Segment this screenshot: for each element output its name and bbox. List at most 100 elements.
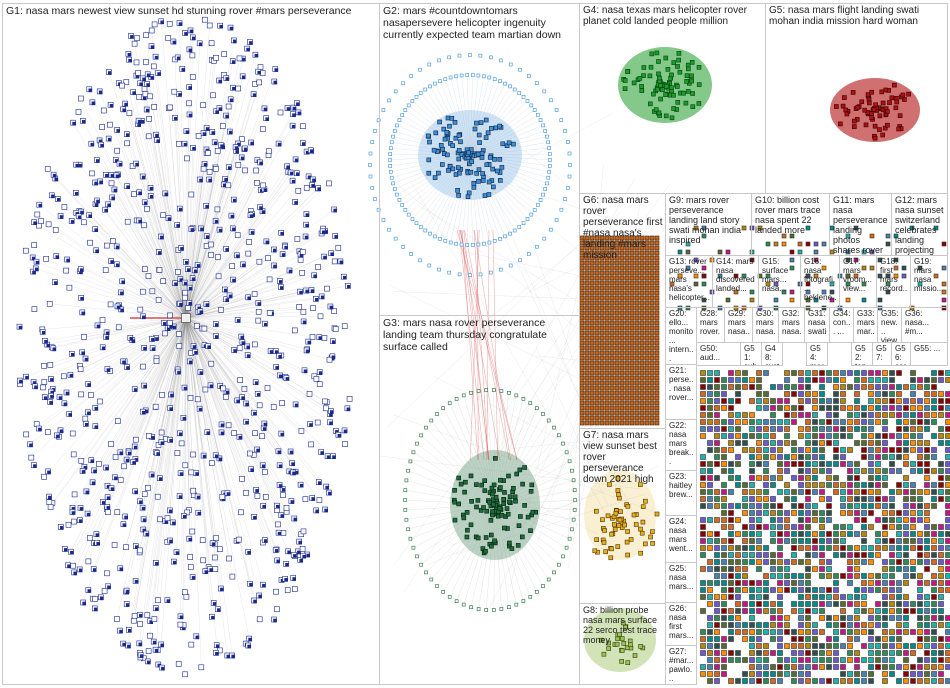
graph-node [854, 482, 860, 488]
graph-node [346, 284, 351, 289]
graph-node [263, 422, 268, 427]
graph-edge [117, 306, 187, 319]
graph-node [847, 636, 853, 642]
graph-node [840, 489, 846, 495]
graph-node [945, 552, 950, 558]
group-label-g24: G24: nasa mars went... [669, 517, 693, 553]
graph-edge [185, 317, 264, 585]
graph-node [139, 500, 143, 505]
graph-node [182, 671, 188, 678]
graph-node [326, 180, 332, 187]
graph-node [791, 552, 797, 558]
graph-node [75, 109, 82, 115]
graph-edge [91, 317, 187, 461]
graph-node [945, 622, 950, 628]
graph-node [812, 594, 818, 600]
graph-node [749, 629, 755, 635]
graph-node [301, 142, 306, 146]
graph-node [777, 510, 783, 516]
graph-node [206, 22, 213, 29]
graph-node [245, 250, 252, 257]
graph-edge [117, 129, 187, 319]
graph-node [854, 566, 860, 572]
graph-node [833, 398, 839, 404]
graph-edge [140, 309, 187, 319]
graph-node [875, 601, 881, 607]
graph-node [151, 347, 156, 352]
graph-edge [158, 317, 187, 445]
group-panel-g26: G26: nasa first mars... [665, 602, 697, 646]
graph-node [938, 538, 944, 544]
graph-edge [139, 192, 187, 319]
graph-node [22, 247, 29, 254]
group-label-g13: G13: rover perseve... mars nasa's helico… [669, 257, 710, 302]
graph-node [140, 288, 146, 295]
graph-node [861, 643, 867, 649]
graph-node [188, 537, 193, 542]
graph-node [714, 391, 720, 397]
graph-node [96, 324, 101, 329]
graph-edge [185, 163, 205, 319]
graph-edge [87, 317, 187, 514]
graph-node [721, 517, 727, 523]
graph-node [728, 587, 734, 593]
graph-node [903, 657, 909, 663]
graph-node [791, 657, 797, 663]
group-panel-g48: G48: syst... [761, 342, 783, 366]
graph-node [188, 564, 194, 570]
graph-node [896, 566, 902, 572]
graph-node [756, 370, 762, 376]
graph-node [707, 643, 713, 649]
graph-node [791, 461, 797, 467]
graph-node [847, 405, 853, 411]
graph-edge [185, 309, 222, 319]
graph-edge [185, 255, 238, 319]
graph-node [728, 580, 734, 586]
graph-edge [431, 504, 496, 580]
group-label-g50: G50: aud... [700, 344, 721, 362]
graph-node [728, 412, 734, 418]
graph-node [903, 447, 909, 453]
graph-node [791, 559, 797, 565]
graph-node [116, 263, 120, 268]
graph-node [202, 132, 207, 136]
graph-node [868, 608, 874, 614]
graph-edge [185, 317, 256, 383]
graph-edge [185, 261, 335, 319]
graph-node [805, 657, 811, 663]
graph-node [791, 643, 797, 649]
graph-node [777, 419, 783, 425]
graph-node [868, 433, 874, 439]
graph-node [770, 426, 776, 432]
graph-node [232, 278, 236, 283]
graph-node [798, 545, 804, 551]
graph-node [854, 503, 860, 509]
graph-node [791, 531, 797, 537]
graph-node [85, 558, 92, 565]
graph-node [294, 236, 301, 242]
graph-node [896, 538, 902, 544]
graph-edge [185, 106, 229, 319]
graph-node [826, 475, 832, 481]
graph-edge [421, 207, 608, 321]
graph-node [917, 587, 923, 593]
graph-node [241, 75, 246, 80]
graph-node [770, 440, 776, 446]
graph-node [707, 496, 713, 502]
graph-node [854, 426, 860, 432]
graph-node [721, 580, 727, 586]
graph-node [266, 310, 273, 316]
graph-node [945, 615, 950, 621]
graph-node [784, 482, 790, 488]
graph-node [924, 608, 930, 614]
graph-node [756, 489, 762, 495]
graph-node [770, 475, 776, 481]
graph-node [819, 489, 825, 495]
graph-edge [185, 165, 239, 319]
group-label-g48: G48: syst... [765, 344, 779, 365]
graph-node [742, 580, 748, 586]
graph-node [924, 566, 930, 572]
graph-edge [185, 317, 334, 457]
graph-edge [122, 85, 187, 319]
graph-node [784, 587, 790, 593]
